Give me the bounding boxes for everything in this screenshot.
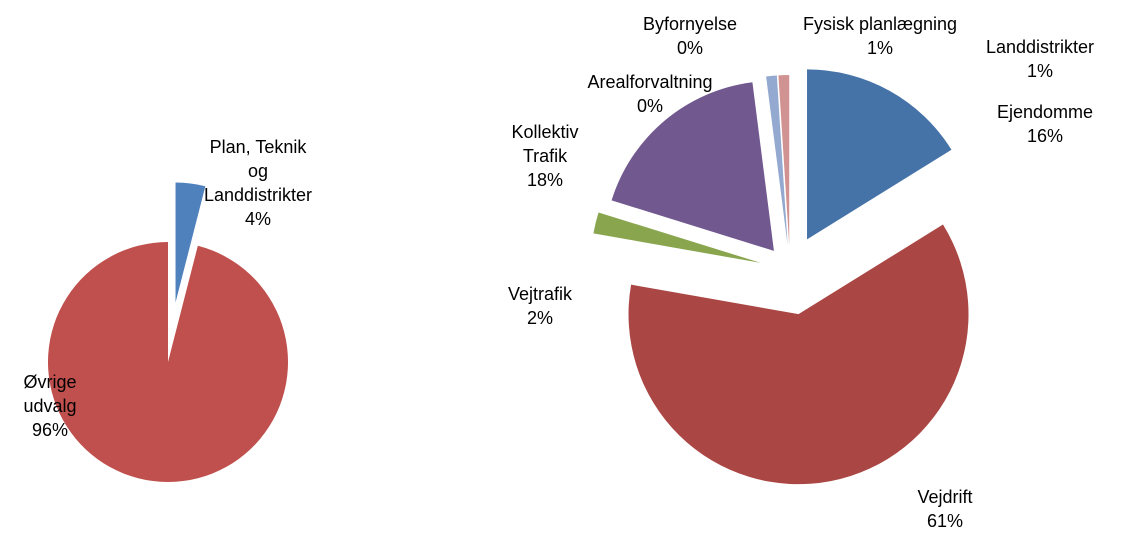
pie-slice [807, 69, 952, 240]
pie-slice [765, 76, 787, 246]
slice-percent: 1% [1026, 61, 1053, 81]
slice-name: Landdistrikter [985, 37, 1095, 57]
slice-name: Vejdrift [917, 487, 973, 507]
slice-percent: 4% [244, 209, 271, 229]
slice-label: Ejendomme 16% [985, 100, 1105, 148]
pie-slice [593, 212, 761, 263]
slice-label: Vejdrift 61% [895, 485, 995, 533]
slice-percent: 1% [866, 38, 893, 58]
slice-percent: 16% [1026, 126, 1064, 146]
slice-percent: 18% [526, 170, 564, 190]
pie-slice [628, 224, 969, 485]
slice-percent: 0% [676, 38, 703, 58]
pie-slice [766, 75, 788, 246]
slice-label: Øvrige udvalg 96% [10, 370, 90, 442]
slice-label: Fysisk planlægning 1% [780, 12, 980, 60]
slice-label: Landdistrikter 1% [970, 35, 1110, 83]
slice-name: Vejtrafik [507, 284, 573, 304]
slice-label: Vejtrafik 2% [490, 282, 590, 330]
slice-percent: 2% [526, 308, 553, 328]
slice-label: Kollektiv Trafik 18% [495, 120, 595, 192]
slice-name: Fysisk planlægning [802, 14, 958, 34]
slice-label: Byfornyelse 0% [620, 12, 760, 60]
slice-name: Ejendomme [996, 102, 1094, 122]
slice-percent: 61% [926, 511, 964, 531]
slice-percent: 0% [636, 96, 663, 116]
slice-percent: 96% [31, 420, 69, 440]
slice-name: Kollektiv Trafik [511, 122, 579, 166]
pie-slice [175, 182, 206, 303]
slice-name: Plan, Teknik og Landdistrikter [203, 137, 313, 205]
slice-label: Arealforvaltning 0% [570, 70, 730, 118]
slice-name: Byfornyelse [642, 14, 738, 34]
pie-slice [611, 82, 774, 251]
slice-name: Arealforvaltning [587, 72, 713, 92]
slice-name: Øvrige udvalg [23, 372, 77, 416]
pie-slice [778, 75, 790, 246]
pie-slice [48, 242, 289, 483]
slice-label: Plan, Teknik og Landdistrikter 4% [203, 135, 313, 231]
